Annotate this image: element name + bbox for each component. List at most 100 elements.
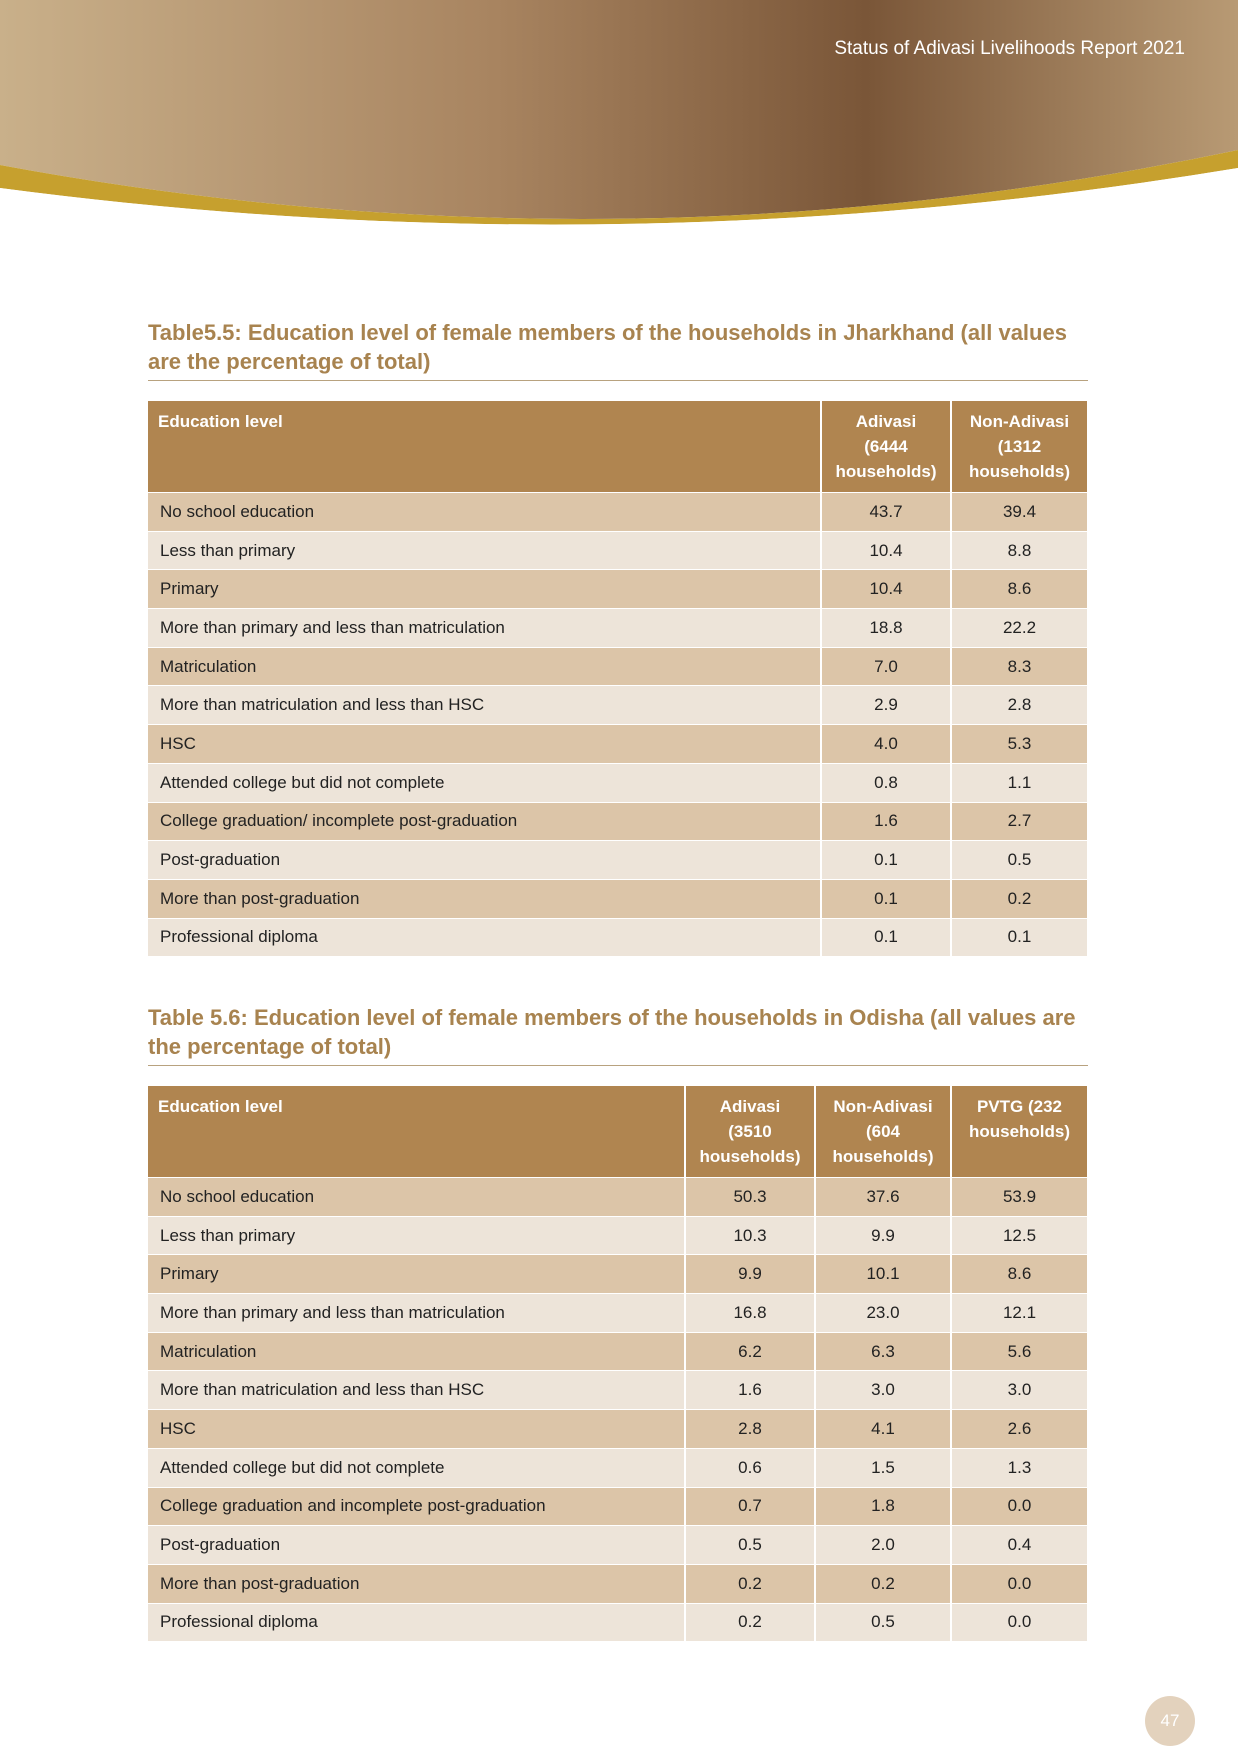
value-cell: 10.1 bbox=[815, 1254, 952, 1294]
table-row: Attended college but did not complete 0.6… bbox=[148, 1447, 1089, 1487]
value-cell: 0.0 bbox=[951, 1602, 1089, 1642]
value-cell: 0.0 bbox=[951, 1563, 1089, 1604]
label-cell: Less than primary bbox=[148, 530, 822, 570]
value-cell: 0.1 bbox=[951, 917, 1089, 957]
table-row: Professional diploma 0.2 0.5 0.0 bbox=[148, 1602, 1089, 1642]
label-cell: More than post-graduation bbox=[148, 878, 822, 919]
value-cell: 2.6 bbox=[951, 1409, 1089, 1449]
header-row: Education level Adivasi (3510 households)… bbox=[148, 1086, 1089, 1178]
label-cell: More than primary and less than matricul… bbox=[148, 1293, 686, 1333]
value-cell: 1.5 bbox=[815, 1447, 952, 1487]
table-body: No school education 43.7 39.4 Less than pri… bbox=[148, 492, 1089, 957]
label-cell: More than matriculation and less than HS… bbox=[148, 1370, 686, 1410]
header-row: Education level Adivasi (6444 households)… bbox=[148, 401, 1089, 493]
value-cell: 2.0 bbox=[815, 1525, 952, 1565]
value-cell: 0.6 bbox=[685, 1447, 816, 1487]
table-row: Less than primary 10.3 9.9 12.5 bbox=[148, 1215, 1089, 1255]
value-cell: 10.4 bbox=[821, 530, 952, 570]
value-cell: 0.8 bbox=[821, 762, 952, 802]
label-cell: Primary bbox=[148, 569, 822, 609]
label-cell: Less than primary bbox=[148, 1215, 686, 1255]
page-number: 47 bbox=[1145, 1696, 1195, 1746]
value-cell: 0.2 bbox=[685, 1563, 816, 1604]
value-cell: 2.8 bbox=[685, 1409, 816, 1449]
table-row: More than primary and less than matricul… bbox=[148, 608, 1089, 648]
label-cell: HSC bbox=[148, 724, 822, 764]
table-row: More than post-graduation 0.2 0.2 0.0 bbox=[148, 1563, 1089, 1604]
table-row: More than matriculation and less than HS… bbox=[148, 685, 1089, 725]
table-row: Primary 10.4 8.6 bbox=[148, 569, 1089, 609]
table-row: No school education 43.7 39.4 bbox=[148, 492, 1089, 532]
column-header: Education level bbox=[148, 1086, 686, 1178]
label-cell: Attended college but did not complete bbox=[148, 762, 822, 802]
value-cell: 10.4 bbox=[821, 569, 952, 609]
value-cell: 6.2 bbox=[685, 1331, 816, 1371]
value-cell: 9.9 bbox=[815, 1215, 952, 1255]
label-cell: Post-graduation bbox=[148, 840, 822, 880]
value-cell: 1.6 bbox=[685, 1370, 816, 1410]
value-cell: 1.3 bbox=[951, 1447, 1089, 1487]
table-row: Post-graduation 0.1 0.5 bbox=[148, 840, 1089, 880]
table-row: More than post-graduation 0.1 0.2 bbox=[148, 878, 1089, 919]
value-cell: 8.8 bbox=[951, 530, 1089, 570]
data-table: Education level Adivasi (3510 households)… bbox=[148, 1086, 1089, 1642]
label-cell: College graduation/ incomplete post-grad… bbox=[148, 801, 822, 841]
label-cell: Primary bbox=[148, 1254, 686, 1294]
table-row: College graduation and incomplete post-g… bbox=[148, 1486, 1089, 1526]
value-cell: 1.6 bbox=[821, 801, 952, 841]
value-cell: 10.3 bbox=[685, 1215, 816, 1255]
value-cell: 1.8 bbox=[815, 1486, 952, 1526]
value-cell: 53.9 bbox=[951, 1177, 1089, 1217]
column-header: PVTG (232 households) bbox=[951, 1086, 1089, 1178]
value-cell: 0.2 bbox=[815, 1563, 952, 1604]
value-cell: 0.1 bbox=[821, 917, 952, 957]
value-cell: 37.6 bbox=[815, 1177, 952, 1217]
label-cell: Professional diploma bbox=[148, 1602, 686, 1642]
label-cell: Matriculation bbox=[148, 646, 822, 686]
label-cell: More than post-graduation bbox=[148, 1563, 686, 1604]
table-row: No school education 50.3 37.6 53.9 bbox=[148, 1177, 1089, 1217]
column-header: Non-Adivasi (604 households) bbox=[815, 1086, 952, 1178]
value-cell: 23.0 bbox=[815, 1293, 952, 1333]
value-cell: 5.3 bbox=[951, 724, 1089, 764]
value-cell: 16.8 bbox=[685, 1293, 816, 1333]
header-title: Status of Adivasi Livelihoods Report 202… bbox=[834, 38, 1185, 59]
value-cell: 0.2 bbox=[685, 1602, 816, 1642]
table-row: Primary 9.9 10.1 8.6 bbox=[148, 1254, 1089, 1294]
table-row: Less than primary 10.4 8.8 bbox=[148, 530, 1089, 570]
table-title: Table5.5: Education level of female memb… bbox=[148, 318, 1088, 381]
table-title: Table 5.6: Education level of female mem… bbox=[148, 1003, 1088, 1066]
column-header: Education level bbox=[148, 401, 822, 493]
column-header: Non-Adivasi (1312 households) bbox=[951, 401, 1089, 493]
value-cell: 12.5 bbox=[951, 1215, 1089, 1255]
value-cell: 0.1 bbox=[821, 840, 952, 880]
value-cell: 8.3 bbox=[951, 646, 1089, 686]
value-cell: 3.0 bbox=[951, 1370, 1089, 1410]
value-cell: 0.5 bbox=[815, 1602, 952, 1642]
table-head: Education level Adivasi (3510 households)… bbox=[148, 1086, 1089, 1178]
label-cell: Professional diploma bbox=[148, 917, 822, 957]
value-cell: 3.0 bbox=[815, 1370, 952, 1410]
value-cell: 0.4 bbox=[951, 1525, 1089, 1565]
table-body: No school education 50.3 37.6 53.9 Less than… bbox=[148, 1177, 1089, 1642]
value-cell: 6.3 bbox=[815, 1331, 952, 1371]
table-row: Post-graduation 0.5 2.0 0.4 bbox=[148, 1525, 1089, 1565]
value-cell: 0.7 bbox=[685, 1486, 816, 1526]
label-cell: No school education bbox=[148, 492, 822, 532]
table-row: College graduation/ incomplete post-grad… bbox=[148, 801, 1089, 841]
value-cell: 2.9 bbox=[821, 685, 952, 725]
table-row: Matriculation 6.2 6.3 5.6 bbox=[148, 1331, 1089, 1371]
table-head: Education level Adivasi (6444 households)… bbox=[148, 401, 1089, 493]
column-header: Adivasi (3510 households) bbox=[685, 1086, 816, 1178]
header-banner bbox=[0, 0, 1238, 250]
table-row: HSC 4.0 5.3 bbox=[148, 724, 1089, 764]
label-cell: College graduation and incomplete post-g… bbox=[148, 1486, 686, 1526]
table-row: HSC 2.8 4.1 2.6 bbox=[148, 1409, 1089, 1449]
table-row: More than matriculation and less than HS… bbox=[148, 1370, 1089, 1410]
value-cell: 0.5 bbox=[685, 1525, 816, 1565]
value-cell: 2.8 bbox=[951, 685, 1089, 725]
table-row: Matriculation 7.0 8.3 bbox=[148, 646, 1089, 686]
value-cell: 5.6 bbox=[951, 1331, 1089, 1371]
value-cell: 8.6 bbox=[951, 569, 1089, 609]
